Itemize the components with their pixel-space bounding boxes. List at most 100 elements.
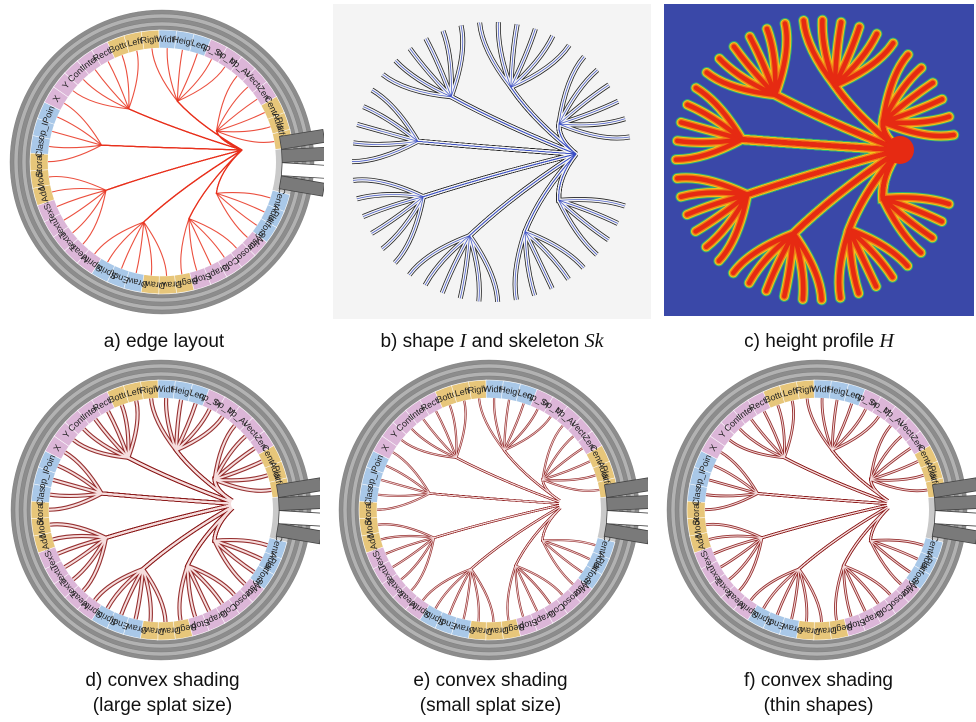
ring-tab <box>278 128 324 150</box>
shading-layer <box>376 398 600 622</box>
shape-interior <box>557 121 631 156</box>
ring-tab <box>606 494 648 512</box>
ring-label: Storage <box>35 494 45 526</box>
ring-label: Heigh <box>826 384 851 398</box>
caption-e-line2: (small splat size) <box>419 695 562 716</box>
height-stroke <box>772 21 903 153</box>
ring-tab <box>605 510 648 527</box>
edge-layout-figure: CenterAudioPlatformer1SystemMicrosoft.XN… <box>9 9 324 315</box>
ring-label: Add <box>37 533 51 551</box>
skeleton-line <box>408 153 577 276</box>
caption-a-text: a) edge layout <box>103 331 225 352</box>
shading-highlight <box>783 400 894 505</box>
height-hub <box>886 136 914 164</box>
ring-label: Right <box>140 34 162 46</box>
ring-label: Left <box>126 385 143 398</box>
ring-tab <box>278 494 320 512</box>
edge-line <box>48 149 243 191</box>
ring-label: Storage <box>691 494 701 526</box>
ring-label: DrawSt <box>152 279 182 290</box>
shading-highlight <box>831 416 894 505</box>
height-profile-figure <box>664 4 974 316</box>
ring-label: Y <box>717 429 729 440</box>
caption-a: a) edge layout <box>4 329 324 354</box>
edge-line <box>215 130 275 151</box>
caption-d-line2: (large splat size) <box>92 695 233 716</box>
caption-b-pre: b) shape <box>380 331 460 352</box>
shading-highlight <box>127 400 238 505</box>
ring-interior <box>377 398 601 622</box>
height-band <box>673 17 956 303</box>
ring-label: Right <box>139 384 161 396</box>
ring-label: Right <box>795 384 817 396</box>
caption-b-symbol-i: I <box>459 330 467 352</box>
ring-label: Classi <box>34 132 47 158</box>
height-stroke <box>731 147 903 276</box>
ring-label: Model <box>362 513 375 539</box>
ring-tab <box>278 175 324 197</box>
shading-highlight <box>541 503 574 585</box>
ring-label: Model <box>34 513 47 539</box>
shading-highlight <box>869 503 902 585</box>
shading-highlight <box>174 415 238 505</box>
ring-label: DrawSt <box>806 625 836 636</box>
ring-label: X <box>51 443 63 453</box>
ring-label: Heigh <box>498 384 523 398</box>
ring-label: Width <box>155 384 178 395</box>
skeleton-line <box>510 44 577 155</box>
shading-highlight <box>422 503 566 601</box>
shape-interior <box>523 152 578 296</box>
ring-label: Add <box>36 185 50 203</box>
panel-d-convex-large: Center Audio Platformer1 System Microsoft.XN… <box>5 354 320 664</box>
shading-highlight <box>455 400 566 505</box>
ring-label: Y <box>389 429 401 440</box>
panel-a-edge-layout: Center Audio Platformer1 System Microsoft.XN… <box>4 4 324 319</box>
shading-highlight <box>720 451 894 505</box>
skeleton-line <box>524 153 577 296</box>
ring-interior <box>705 398 929 622</box>
shading-hub <box>231 498 243 510</box>
panel-b-shape-skeleton <box>333 4 651 319</box>
shading-highlight <box>542 478 600 505</box>
shading-layer <box>48 398 272 623</box>
caption-c-symbol-h: H <box>879 330 894 352</box>
ring-tab <box>280 162 324 179</box>
shading-highlight <box>834 503 894 621</box>
edge-line <box>180 149 243 275</box>
panel-f-convex-thin: Center Audio Platformer1 System Microsoft.XN… <box>661 354 976 664</box>
shading-highlight <box>392 452 566 505</box>
ring-tab <box>934 494 976 512</box>
skeleton-line <box>558 153 598 255</box>
ring-tab <box>275 477 320 499</box>
shading-highlight <box>750 503 894 601</box>
shading-highlight <box>213 478 272 505</box>
ring-label: Y <box>60 80 72 91</box>
ring-label: Heigh <box>172 34 197 48</box>
caption-f-line1: f) convex shading <box>744 670 893 691</box>
shading-highlight <box>507 503 566 621</box>
ring-label: Storage <box>34 146 44 178</box>
ring-tab <box>275 523 320 545</box>
shading-hub <box>887 498 899 510</box>
convex-shading-large-figure: CenterAudioPlatformer1SystemMicrosoft.XN… <box>10 359 320 661</box>
height-stroke <box>674 147 903 198</box>
ring-label: Width <box>156 34 179 45</box>
ring-label: Right <box>467 384 489 396</box>
ring-tab <box>931 477 976 499</box>
ring-label: Left <box>782 385 799 398</box>
skeleton-line <box>450 25 577 155</box>
ring-label: Model <box>33 165 46 191</box>
shape-layer <box>351 22 631 303</box>
ring-label: Storage <box>363 494 373 526</box>
edge-layer <box>47 48 275 276</box>
ring-label: Width <box>483 384 506 395</box>
panel-e-convex-small: Center Audio Platformer1 System Microsoft.XN… <box>333 354 648 664</box>
edge-line <box>215 149 248 238</box>
shading-highlight <box>94 503 238 601</box>
caption-b-mid: and skeleton <box>466 331 585 352</box>
shading-hub <box>559 498 571 510</box>
edge-line <box>94 149 243 255</box>
caption-d-line1: d) convex shading <box>85 670 240 691</box>
ring-tab <box>931 523 976 545</box>
shading-highlight <box>377 503 566 539</box>
